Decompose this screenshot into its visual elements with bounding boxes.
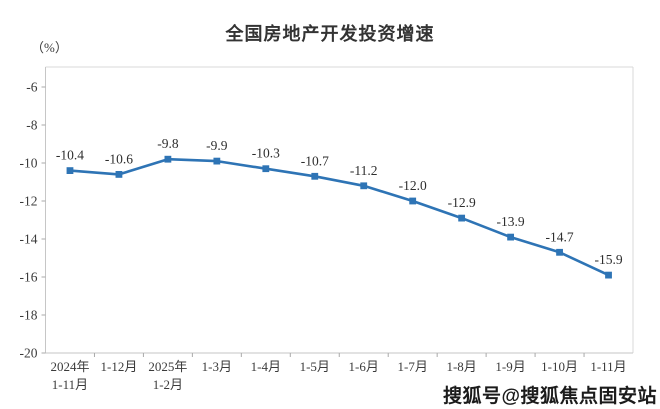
- svg-text:2024年: 2024年: [50, 359, 89, 374]
- chart-title: 全国房地产开发投资增速: [225, 24, 435, 44]
- svg-text:2025年: 2025年: [148, 359, 187, 374]
- y-axis-labels: -6 -8 -10 -12 -14 -16 -18 -20: [20, 80, 38, 361]
- svg-text:-10.4: -10.4: [56, 148, 84, 163]
- svg-text:-10.3: -10.3: [252, 146, 280, 161]
- svg-text:1-11月: 1-11月: [52, 377, 88, 392]
- svg-text:1-12月: 1-12月: [101, 359, 138, 374]
- svg-text:-8: -8: [26, 118, 37, 133]
- y-axis-unit-label: （%）: [31, 40, 68, 55]
- svg-text:1-8月: 1-8月: [446, 359, 476, 374]
- svg-text:1-5月: 1-5月: [300, 359, 330, 374]
- svg-text:-13.9: -13.9: [497, 214, 525, 229]
- svg-text:-16: -16: [20, 270, 38, 285]
- svg-text:-6: -6: [26, 80, 37, 95]
- svg-text:1-9月: 1-9月: [495, 359, 525, 374]
- svg-text:-14: -14: [20, 232, 38, 247]
- svg-text:1-2月: 1-2月: [153, 377, 183, 392]
- svg-text:-12.9: -12.9: [448, 195, 476, 210]
- plot-border: [45, 66, 634, 353]
- svg-text:-10.6: -10.6: [105, 151, 133, 166]
- svg-text:-12.0: -12.0: [399, 178, 427, 193]
- svg-text:1-4月: 1-4月: [251, 359, 281, 374]
- svg-text:-14.7: -14.7: [546, 229, 574, 244]
- svg-text:-9.8: -9.8: [157, 136, 179, 151]
- series-markers: [66, 155, 612, 279]
- svg-text:-10.7: -10.7: [301, 153, 329, 168]
- svg-text:-18: -18: [20, 308, 38, 323]
- svg-text:1-3月: 1-3月: [202, 359, 232, 374]
- watermark: 搜狐号@搜狐焦点固安站: [442, 386, 657, 407]
- axes: [45, 67, 633, 354]
- svg-text:1-7月: 1-7月: [398, 359, 428, 374]
- svg-text:-15.9: -15.9: [594, 252, 622, 267]
- svg-text:1-11月: 1-11月: [590, 359, 626, 374]
- y-axis-ticks: [41, 86, 46, 354]
- svg-text:-10: -10: [20, 156, 38, 171]
- x-axis-labels: 2024年 1-11月 1-12月 2025年 1-2月 1-3月 1-4月 1-5月 1-6月…: [50, 359, 626, 392]
- x-axis-ticks: [93, 353, 585, 357]
- svg-text:-9.9: -9.9: [206, 138, 228, 153]
- svg-text:-20: -20: [20, 346, 38, 361]
- svg-text:-11.2: -11.2: [350, 163, 378, 178]
- svg-text:1-10月: 1-10月: [541, 359, 578, 374]
- svg-text:1-6月: 1-6月: [349, 359, 379, 374]
- data-labels: -10.4 -10.6 -9.8 -9.9 -10.3 -10.7 -11.2 -12.0 -1…: [56, 136, 623, 267]
- series-line: [68, 157, 610, 277]
- svg-text:-12: -12: [20, 194, 38, 209]
